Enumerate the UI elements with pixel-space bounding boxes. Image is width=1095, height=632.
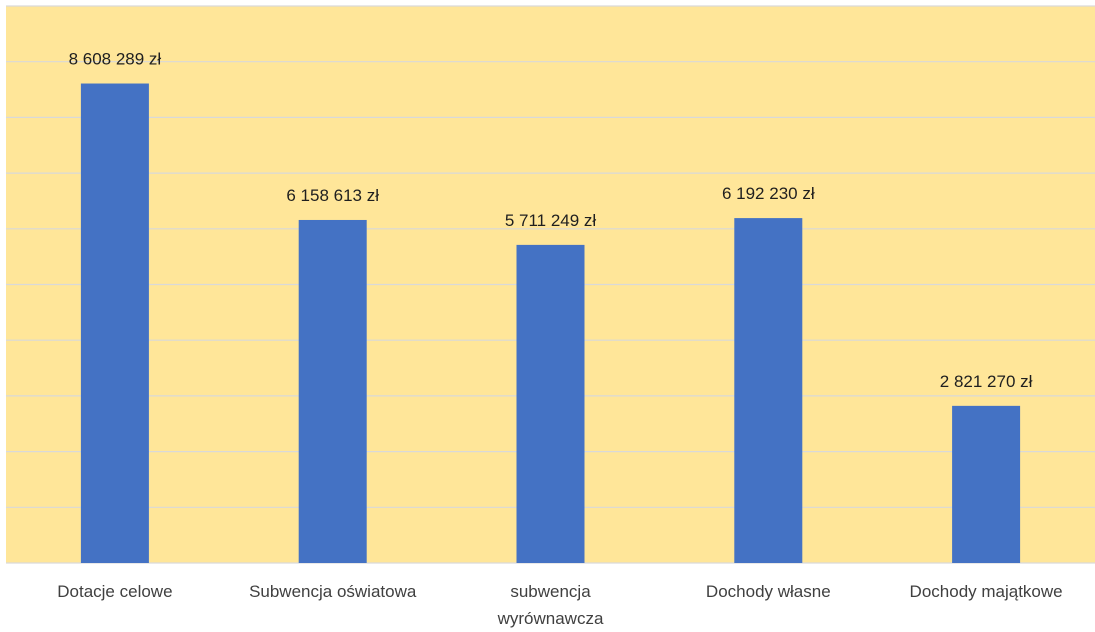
category-label: subwencja wyrównawcza bbox=[497, 582, 604, 628]
bar bbox=[734, 218, 803, 564]
bar bbox=[298, 219, 367, 563]
category-label: Dochody majątkowe bbox=[910, 582, 1063, 601]
data-label: 6 158 613 zł bbox=[286, 186, 379, 205]
data-label: 5 711 249 zł bbox=[505, 211, 597, 230]
bar bbox=[80, 83, 149, 563]
category-label-line: Dotacje celowe bbox=[57, 582, 172, 601]
category-label: Subwencja oświatowa bbox=[249, 582, 417, 601]
data-label: 2 821 270 zł bbox=[940, 372, 1033, 391]
data-labels: 8 608 289 zł 6 158 613 zł 5 711 249 zł 6 19… bbox=[69, 50, 1033, 391]
category-label-line: Subwencja oświatowa bbox=[249, 582, 417, 601]
category-label-line: subwencja bbox=[510, 582, 591, 601]
data-label: 6 192 230 zł bbox=[722, 184, 815, 203]
bar bbox=[516, 244, 585, 564]
category-label-line: Dochody własne bbox=[706, 582, 831, 601]
bars bbox=[80, 83, 1021, 564]
category-label: Dotacje celowe bbox=[57, 582, 172, 601]
category-label-line: Dochody majątkowe bbox=[910, 582, 1063, 601]
data-label: 8 608 289 zł bbox=[69, 50, 162, 69]
category-labels: Dotacje celowe Subwencja oświatowa subwenc… bbox=[57, 582, 1062, 628]
bar bbox=[952, 405, 1021, 563]
category-label: Dochody własne bbox=[706, 582, 831, 601]
category-label-line: wyrównawcza bbox=[497, 609, 604, 628]
